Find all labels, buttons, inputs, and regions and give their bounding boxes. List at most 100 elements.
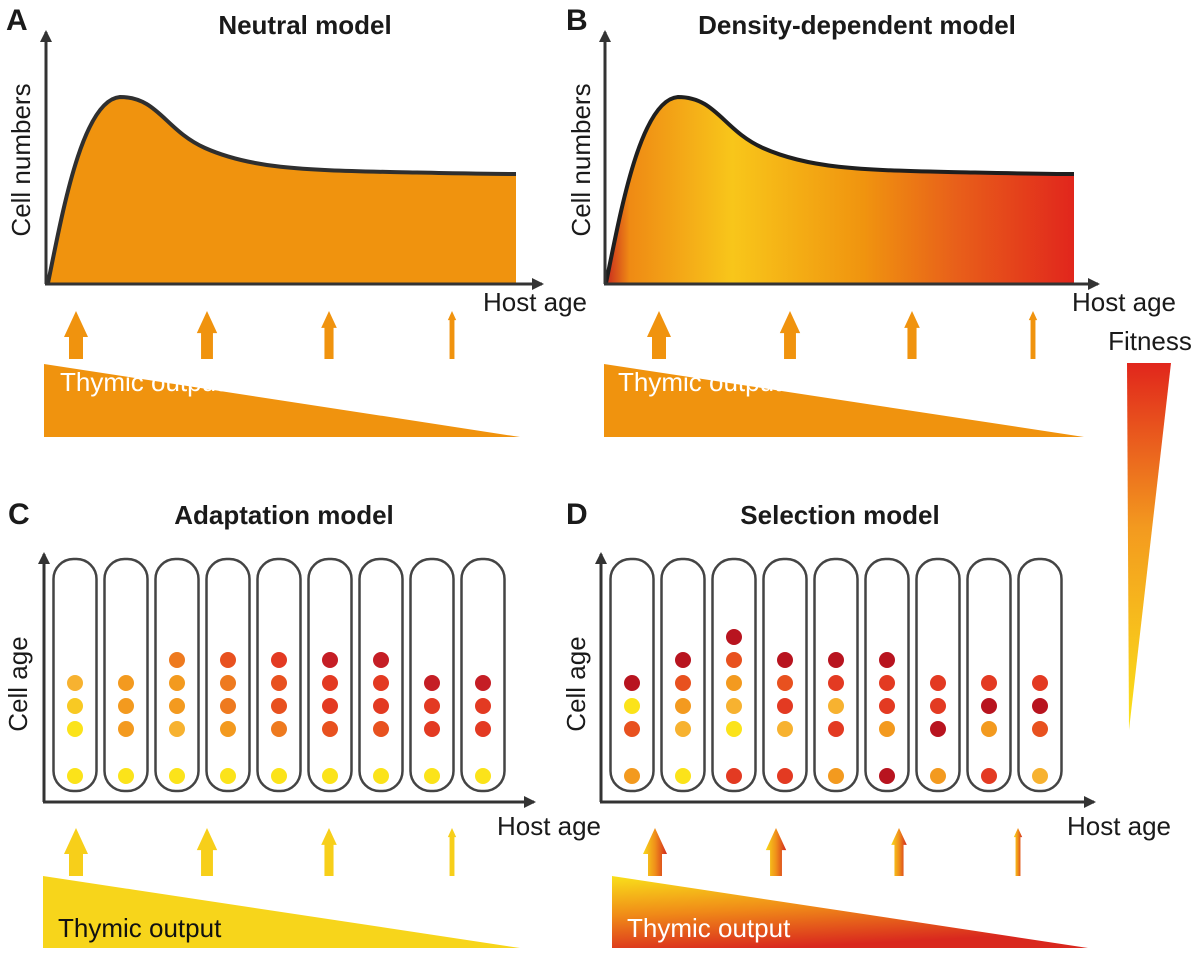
cell-dot [271,721,287,737]
thymic-input-arrow [64,311,88,359]
y-axis-label-a: Cell numbers [6,83,36,236]
y-axis-label-b: Cell numbers [566,83,596,236]
cell-dot [271,652,287,668]
cell-dot [271,675,287,691]
cell-dot [726,721,742,737]
cell-dot [169,652,185,668]
cell-column [711,557,757,793]
cell-dot [424,675,440,691]
cell-dot [475,721,491,737]
panel-title-a: Neutral model [218,10,391,40]
cell-dot [424,768,440,784]
thymic-input-arrow [321,311,337,359]
cell-dot [220,698,236,714]
cell-dot [726,768,742,784]
cell-dot [828,721,844,737]
cell-dot [828,698,844,714]
cell-dot [373,768,389,784]
cell-dot [828,768,844,784]
thymic-input-arrow [1028,311,1038,359]
thymic-input-arrow [447,828,457,876]
cell-dot [475,698,491,714]
cell-dot [67,768,83,784]
panel-title-b: Density-dependent model [698,10,1016,40]
thymic-input-arrow [1013,828,1023,876]
thymic-input-arrow [447,311,457,359]
cell-columns-d [609,557,1063,793]
x-axis-label-b: Host age [1072,287,1176,317]
thymic-input-arrow [891,828,907,876]
panel-title-d: Selection model [740,500,939,530]
thymic-input-arrow [196,311,218,359]
cell-dot [930,698,946,714]
cell-column [256,557,302,793]
panel-letter-b: B [566,4,588,37]
cell-dot [675,768,691,784]
cell-dot [624,698,640,714]
cell-dot [118,768,134,784]
thymic-output-label-c: Thymic output [58,913,222,943]
cell-column [154,557,200,793]
cell-dot [777,675,793,691]
panel-b: B Density-dependent model Cell numbers H… [566,4,1176,437]
cell-dot [424,721,440,737]
cell-dot [981,721,997,737]
cell-column [460,557,506,793]
cell-dot [169,721,185,737]
fitness-scale-wedge [1127,363,1171,730]
cell-column [915,557,961,793]
cell-column [660,557,706,793]
cell-dot [1032,698,1048,714]
cell-dot [726,629,742,645]
thymic-output-label-d: Thymic output [627,913,791,943]
cell-column [813,557,859,793]
cell-dot [930,721,946,737]
cell-column [103,557,149,793]
panel-letter-c: C [8,498,30,531]
cell-dot [475,768,491,784]
cell-dot [879,675,895,691]
cell-dot [118,721,134,737]
thymic-output-label-b: Thymic output [618,367,782,397]
cell-dot [981,768,997,784]
panel-a: A Neutral model Cell numbers Host age Th… [6,4,587,437]
cell-dot [726,675,742,691]
thymic-input-arrow [321,828,337,876]
cell-dot [624,675,640,691]
cell-column [409,557,455,793]
y-axis-label-c: Cell age [3,636,33,731]
cell-column [966,557,1012,793]
cell-dot [424,698,440,714]
cell-dot [981,675,997,691]
x-axis-label-a: Host age [483,287,587,317]
cell-dot [726,698,742,714]
cell-dot [777,721,793,737]
thymic-output-wedge-a [44,364,520,437]
thymic-input-arrow [643,828,667,876]
fitness-legend-label: Fitness [1108,326,1192,356]
thymic-output-label-a: Thymic output [60,367,224,397]
cell-dot [373,675,389,691]
cell-dot [220,675,236,691]
cell-dot [169,698,185,714]
cell-dot [322,675,338,691]
cell-dot [322,652,338,668]
panel-letter-a: A [6,4,28,37]
cell-dot [879,698,895,714]
panel-c: C Adaptation model Cell age Host age Thy… [3,498,601,948]
cell-columns-c [52,557,506,793]
fitness-legend: Fitness [1108,326,1192,730]
cell-dot [118,675,134,691]
x-axis-label-c: Host age [497,811,601,841]
cell-dot [67,675,83,691]
panel-d: D Selection model Cell age Host age Thym… [561,498,1171,948]
cell-dot [675,721,691,737]
thymic-output-wedge-d [612,876,1088,948]
cell-dot [879,721,895,737]
cell-dot [1032,675,1048,691]
cell-dot [675,675,691,691]
cell-dot [879,652,895,668]
cell-number-area-b [606,97,1074,283]
cell-dot [624,768,640,784]
cell-dot [981,698,997,714]
